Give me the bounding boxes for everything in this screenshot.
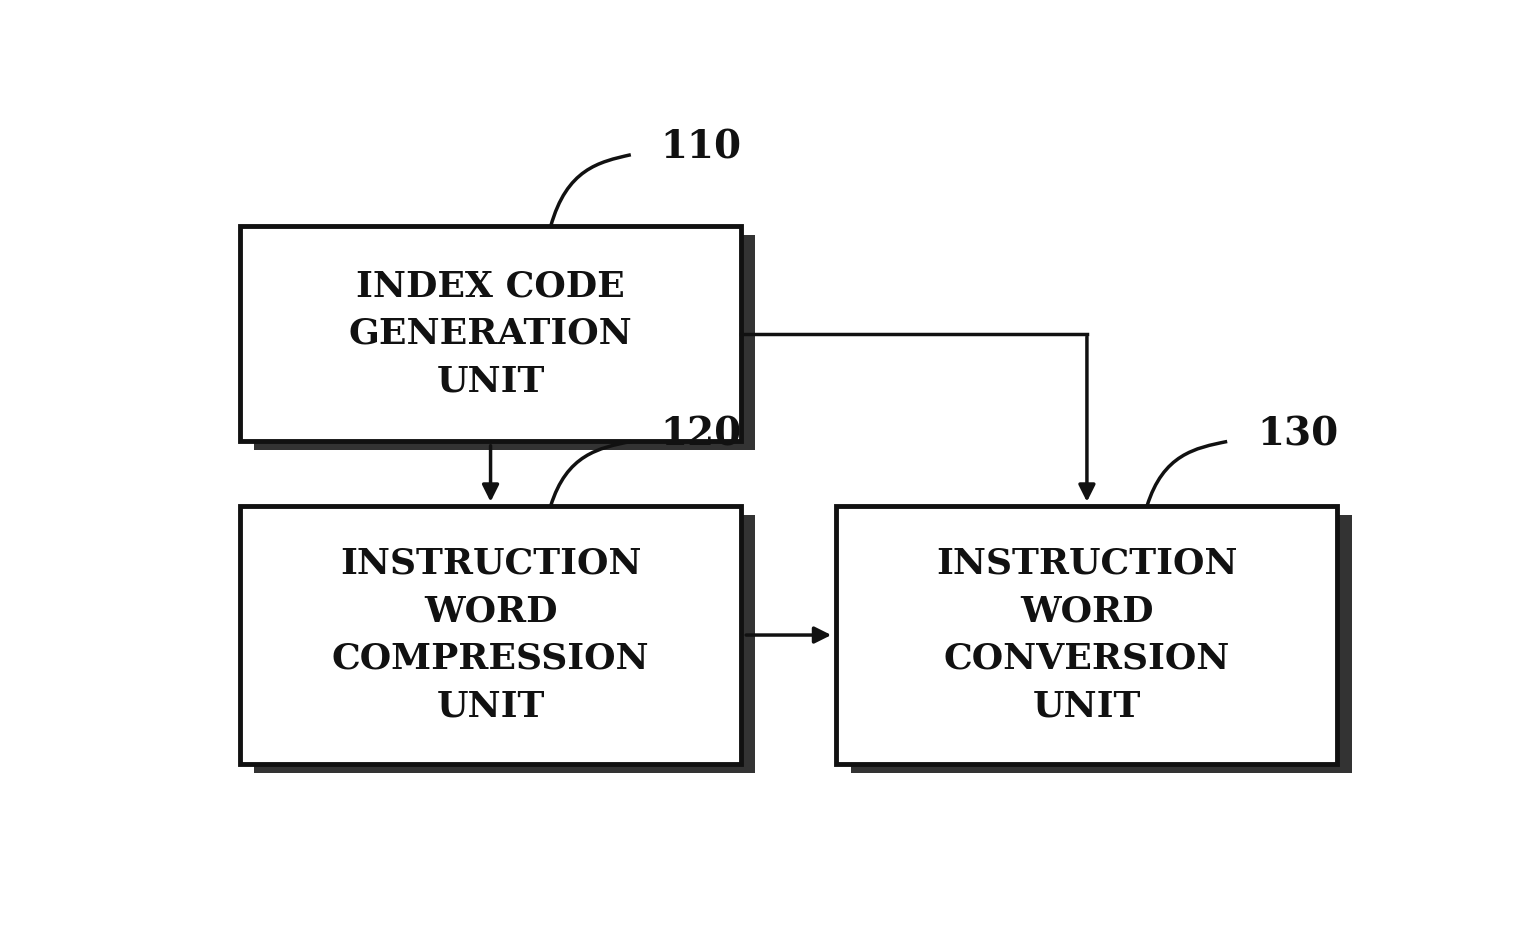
Text: 130: 130 <box>1257 415 1339 453</box>
Text: 120: 120 <box>660 415 742 453</box>
FancyBboxPatch shape <box>240 226 742 441</box>
FancyBboxPatch shape <box>837 506 1337 764</box>
FancyBboxPatch shape <box>254 515 756 773</box>
FancyBboxPatch shape <box>851 515 1351 773</box>
Text: INSTRUCTION
WORD
CONVERSION
UNIT: INSTRUCTION WORD CONVERSION UNIT <box>936 546 1237 723</box>
FancyBboxPatch shape <box>240 506 742 764</box>
Text: INDEX CODE
GENERATION
UNIT: INDEX CODE GENERATION UNIT <box>349 269 633 398</box>
Text: 110: 110 <box>660 128 742 167</box>
FancyBboxPatch shape <box>254 235 756 450</box>
Text: INSTRUCTION
WORD
COMPRESSION
UNIT: INSTRUCTION WORD COMPRESSION UNIT <box>332 546 649 723</box>
